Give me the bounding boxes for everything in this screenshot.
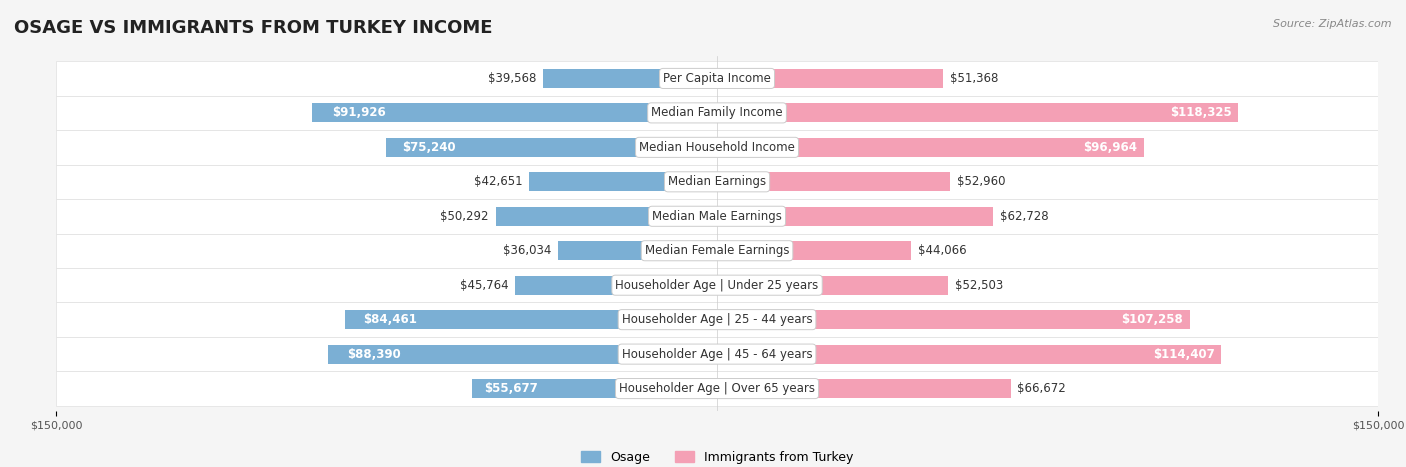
Bar — [56, 337, 1378, 371]
Bar — [344, 310, 717, 329]
Bar — [717, 138, 1144, 157]
Text: OSAGE VS IMMIGRANTS FROM TURKEY INCOME: OSAGE VS IMMIGRANTS FROM TURKEY INCOME — [14, 19, 492, 37]
Bar — [516, 276, 717, 295]
Text: $118,325: $118,325 — [1170, 106, 1232, 120]
Text: $39,568: $39,568 — [488, 72, 536, 85]
Legend: Osage, Immigrants from Turkey: Osage, Immigrants from Turkey — [576, 446, 858, 467]
Bar — [56, 234, 1378, 268]
Bar — [328, 345, 717, 364]
Text: Source: ZipAtlas.com: Source: ZipAtlas.com — [1274, 19, 1392, 28]
Text: $51,368: $51,368 — [950, 72, 998, 85]
Text: $45,764: $45,764 — [460, 279, 509, 292]
Text: $114,407: $114,407 — [1153, 347, 1215, 361]
Text: $62,728: $62,728 — [1000, 210, 1049, 223]
Bar — [56, 130, 1378, 164]
Bar — [56, 96, 1378, 130]
Text: Median Earnings: Median Earnings — [668, 175, 766, 188]
Text: $96,964: $96,964 — [1084, 141, 1137, 154]
Bar — [312, 103, 717, 122]
Bar — [56, 164, 1378, 199]
Text: $50,292: $50,292 — [440, 210, 489, 223]
Bar — [717, 69, 943, 88]
Text: $91,926: $91,926 — [332, 106, 387, 120]
Text: Householder Age | Over 65 years: Householder Age | Over 65 years — [619, 382, 815, 395]
Text: Median Household Income: Median Household Income — [640, 141, 794, 154]
Bar — [717, 172, 950, 191]
Text: Per Capita Income: Per Capita Income — [664, 72, 770, 85]
Text: Householder Age | 45 - 64 years: Householder Age | 45 - 64 years — [621, 347, 813, 361]
Bar — [717, 345, 1220, 364]
Text: $84,461: $84,461 — [364, 313, 418, 326]
Bar — [717, 379, 1011, 398]
Text: Median Family Income: Median Family Income — [651, 106, 783, 120]
Bar — [717, 241, 911, 260]
Text: $75,240: $75,240 — [402, 141, 456, 154]
Bar — [56, 303, 1378, 337]
Bar — [717, 103, 1239, 122]
Bar — [717, 276, 949, 295]
Bar — [717, 207, 994, 226]
Text: Householder Age | Under 25 years: Householder Age | Under 25 years — [616, 279, 818, 292]
Text: $52,960: $52,960 — [957, 175, 1005, 188]
Text: Median Male Earnings: Median Male Earnings — [652, 210, 782, 223]
Text: $36,034: $36,034 — [503, 244, 551, 257]
Bar — [56, 268, 1378, 303]
Bar — [472, 379, 717, 398]
Text: $44,066: $44,066 — [918, 244, 966, 257]
Bar — [717, 310, 1189, 329]
Bar — [385, 138, 717, 157]
Bar — [56, 61, 1378, 96]
Text: $42,651: $42,651 — [474, 175, 523, 188]
Text: $107,258: $107,258 — [1121, 313, 1182, 326]
Bar — [543, 69, 717, 88]
Bar — [56, 199, 1378, 234]
Text: Householder Age | 25 - 44 years: Householder Age | 25 - 44 years — [621, 313, 813, 326]
Text: $66,672: $66,672 — [1018, 382, 1066, 395]
Bar — [529, 172, 717, 191]
Bar — [495, 207, 717, 226]
Bar — [558, 241, 717, 260]
Bar — [56, 371, 1378, 406]
Text: $55,677: $55,677 — [484, 382, 537, 395]
Text: $88,390: $88,390 — [347, 347, 401, 361]
Text: Median Female Earnings: Median Female Earnings — [645, 244, 789, 257]
Text: $52,503: $52,503 — [955, 279, 1004, 292]
